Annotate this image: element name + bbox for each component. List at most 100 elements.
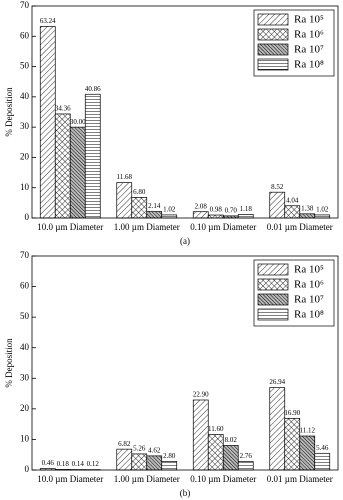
value-label: 11.68 <box>117 173 133 181</box>
y-tick-label: 0 <box>25 212 30 222</box>
y-tick-label: 60 <box>20 30 30 40</box>
y-tick-label: 50 <box>20 311 30 321</box>
legend-swatch <box>257 308 289 321</box>
value-label: 26.94 <box>269 378 285 386</box>
y-axis-label: % Deposition <box>4 87 14 137</box>
value-label: 63.24 <box>40 17 56 25</box>
x-tick-label: 1.00 µm Diameter <box>114 222 180 232</box>
value-label: 30.00 <box>70 118 86 126</box>
bar <box>161 461 178 471</box>
value-label: 1.38 <box>301 204 314 212</box>
bar <box>54 113 71 219</box>
x-tick-label: 0.10 µm Diameter <box>190 474 256 484</box>
y-tick-label: 40 <box>20 91 30 101</box>
value-label: 1.02 <box>163 206 176 214</box>
legend-swatch <box>257 293 289 306</box>
value-label: 8.52 <box>271 183 284 191</box>
legend-label: Ra 10⁵ <box>294 264 324 276</box>
bar <box>207 214 224 219</box>
value-label: 1.02 <box>316 206 329 214</box>
legend-label: Ra 10⁸ <box>294 59 324 71</box>
value-label: 1.18 <box>240 205 253 213</box>
y-tick-label: 0 <box>25 464 30 474</box>
x-tick-label: 0.10 µm Diameter <box>190 222 256 232</box>
bar <box>131 453 148 471</box>
value-label: 6.82 <box>118 440 131 448</box>
y-tick-label: 10 <box>20 433 30 443</box>
legend-label: Ra 10⁸ <box>294 309 324 321</box>
value-label: 5.46 <box>316 444 329 452</box>
legend-swatch <box>257 13 289 26</box>
y-axis-label: % Deposition <box>4 338 14 388</box>
bar <box>146 455 163 471</box>
value-label: 0.70 <box>225 206 238 214</box>
bar <box>237 214 254 219</box>
value-label: 40.86 <box>85 85 101 93</box>
bar <box>146 211 163 219</box>
value-label: 0.46 <box>42 459 55 467</box>
x-tick-label: 1.00 µm Diameter <box>114 474 180 484</box>
value-label: 16.90 <box>284 409 300 417</box>
y-tick-label: 40 <box>20 342 30 352</box>
bar <box>161 214 178 219</box>
bar <box>131 197 148 219</box>
y-tick-label: 20 <box>20 151 30 161</box>
value-label: 2.14 <box>148 202 161 210</box>
bar <box>192 211 209 219</box>
bar <box>222 445 239 471</box>
value-label: 0.98 <box>210 206 223 214</box>
caption: (a) <box>180 236 190 246</box>
x-tick-label: 10.0 µm Diameter <box>37 222 103 232</box>
bar <box>269 191 286 219</box>
value-label: 11.12 <box>300 427 316 435</box>
legend-swatch <box>257 263 289 276</box>
x-tick-label: 0.01 µm Diameter <box>267 474 333 484</box>
y-tick-label: 60 <box>20 281 30 291</box>
legend-swatch <box>257 58 289 71</box>
value-label: 22.90 <box>193 391 209 399</box>
legend-label: Ra 10⁷ <box>294 294 324 306</box>
value-label: 4.62 <box>148 446 161 454</box>
value-label: 0.12 <box>87 460 100 468</box>
bar <box>299 435 316 471</box>
value-label: 2.76 <box>240 452 253 460</box>
y-tick-label: 30 <box>20 372 30 382</box>
bar <box>299 213 316 219</box>
bar <box>314 214 331 219</box>
caption: (b) <box>180 488 191 498</box>
y-tick-label: 30 <box>20 121 30 131</box>
bar <box>284 205 301 219</box>
legend-label: Ra 10⁶ <box>294 279 324 291</box>
bar <box>116 448 133 471</box>
legend-label: Ra 10⁵ <box>294 14 324 26</box>
bar <box>237 461 254 471</box>
plot-frame <box>31 255 339 471</box>
value-label: 34.36 <box>55 105 71 113</box>
bar <box>116 182 133 219</box>
legend-label: Ra 10⁶ <box>294 29 324 41</box>
legend-swatch <box>257 28 289 41</box>
value-label: 8.02 <box>225 436 238 444</box>
plot-frame <box>31 5 339 219</box>
value-label: 0.14 <box>72 460 85 468</box>
value-label: 0.18 <box>57 460 70 468</box>
legend-swatch <box>257 278 289 291</box>
value-label: 6.80 <box>133 188 146 196</box>
bar <box>69 126 86 219</box>
value-label: 2.08 <box>195 202 208 210</box>
y-tick-label: 70 <box>20 250 30 260</box>
x-tick-label: 0.01 µm Diameter <box>267 222 333 232</box>
x-tick-label: 10.0 µm Diameter <box>37 474 103 484</box>
legend-swatch <box>257 43 289 56</box>
y-tick-label: 20 <box>20 403 30 413</box>
y-tick-label: 70 <box>20 0 30 10</box>
legend-label: Ra 10⁷ <box>294 44 324 56</box>
bar <box>207 434 224 471</box>
value-label: 2.80 <box>163 452 176 460</box>
y-tick-label: 10 <box>20 182 30 192</box>
bar <box>284 417 301 471</box>
bar <box>84 93 101 219</box>
bar <box>39 26 56 219</box>
